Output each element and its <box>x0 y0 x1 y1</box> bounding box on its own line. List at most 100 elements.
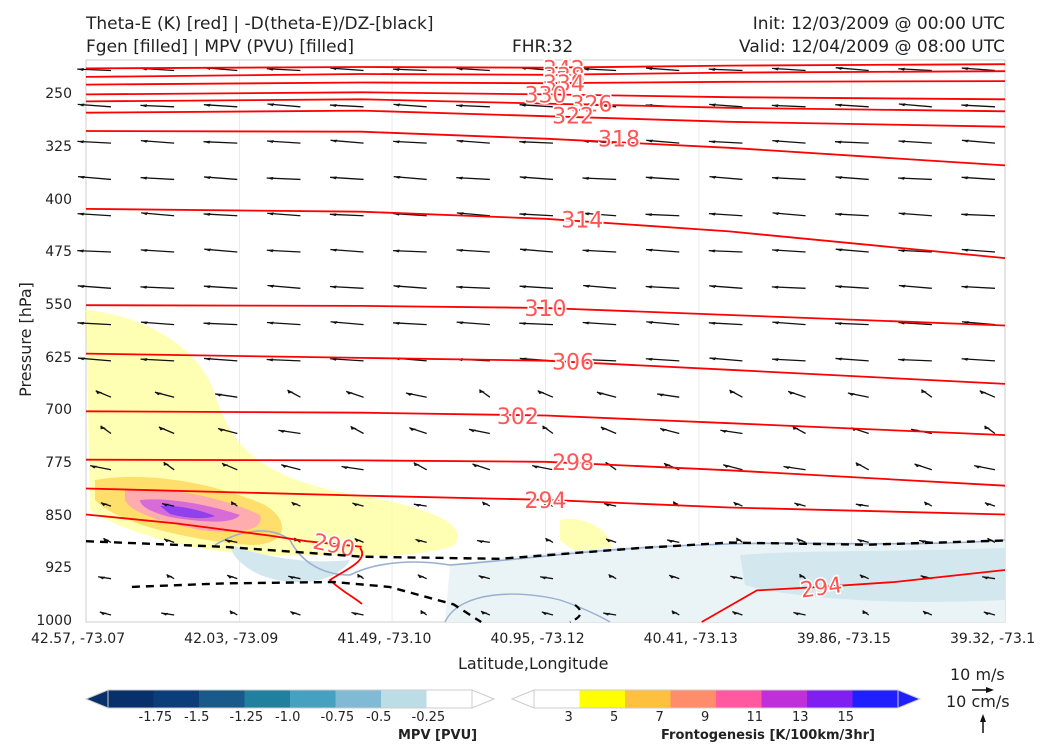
wind-vector-head <box>783 466 791 470</box>
fgencb-swatch <box>807 690 853 708</box>
wind-vector-head <box>267 212 274 216</box>
x-tick-label: 42.03, -73.09 <box>184 631 279 647</box>
wind-vector-head <box>920 575 928 579</box>
wind-vector-head <box>77 68 84 71</box>
wind-vector-head <box>660 428 667 432</box>
fgencb-swatch <box>852 690 899 708</box>
wind-vector-head <box>847 393 855 396</box>
wind-vector-head <box>281 464 289 468</box>
wind-vector-head <box>472 464 480 468</box>
wind-vector-head <box>788 391 795 395</box>
wind-vector-head <box>140 285 148 289</box>
wind-vector-head <box>350 426 357 430</box>
wind-vector-head <box>287 390 294 394</box>
wind-vector-head <box>961 357 969 361</box>
y-tick-label: 850 <box>45 507 72 524</box>
fgencb-swatch <box>716 690 762 708</box>
x-tick-label: 39.32, -73.1 <box>950 631 1036 647</box>
wind-vector-head <box>519 140 526 144</box>
wind-vector-head <box>413 504 421 507</box>
wind-vector-head <box>835 248 843 252</box>
y-tick-label: 400 <box>45 191 72 208</box>
wind-vector-head <box>203 285 211 289</box>
wind-vector-head <box>278 430 286 433</box>
wind-vector-head <box>154 392 162 396</box>
wind-vector-head <box>961 248 969 252</box>
wind-vector-head <box>203 140 211 144</box>
fgencb-swatch <box>625 690 671 708</box>
theta-e-label-338: 338 <box>543 64 585 89</box>
wind-vector-head <box>898 249 905 253</box>
mpvcb-swatch <box>426 690 473 708</box>
wind-vector-head <box>709 357 717 361</box>
wind-vector-head <box>835 285 843 289</box>
wind-vector-head <box>835 357 843 361</box>
wind-vector-head <box>77 285 85 288</box>
wind-vector-head <box>77 175 85 179</box>
colorbar-tick-label: -0.75 <box>320 710 355 725</box>
wind-vector-head <box>982 576 990 580</box>
wind-vector-head <box>392 249 400 253</box>
wind-vector-head <box>772 139 780 143</box>
wind-vector-head <box>229 610 236 615</box>
mpvcb-swatch <box>199 690 245 708</box>
wind-vector-head <box>603 503 611 507</box>
wind-vector-head <box>582 176 590 180</box>
wind-vector-head <box>77 212 85 216</box>
wind-vector-head <box>161 503 169 507</box>
colorbar-tick-label: 7 <box>655 710 664 725</box>
wind-vector-head <box>519 322 526 326</box>
wind-vector-head <box>961 139 969 143</box>
wind-vector-head <box>417 574 425 579</box>
wind-vector-head <box>898 140 906 144</box>
wind-vector-head <box>166 574 173 579</box>
wind-vector-head <box>203 322 211 326</box>
wind-vector-head <box>671 610 678 615</box>
wind-vector-head <box>540 576 548 580</box>
wind-vector-head <box>582 249 590 253</box>
wind-vector-head <box>645 285 653 289</box>
theta-e-label-334: 334 <box>543 72 585 97</box>
fgencb-extend-left <box>510 689 535 709</box>
theta-e-label-310: 310 <box>525 297 567 322</box>
wind-vector-head <box>732 611 739 615</box>
wind-vector-head <box>537 390 545 395</box>
wind-vector-head <box>772 248 779 252</box>
wind-vector-head <box>645 213 653 217</box>
wind-vector-head <box>329 104 337 108</box>
wind-vector-head <box>99 612 107 616</box>
wind-vector-head <box>95 390 103 395</box>
wind-vector-head <box>835 67 843 70</box>
wind-vector-head <box>221 463 229 467</box>
fgencb-swatch <box>761 690 808 708</box>
wind-vector-head <box>603 612 611 616</box>
wind-vector-head <box>225 539 233 543</box>
colorbar-tick-label: 3 <box>564 710 573 725</box>
colorbar-tick-label: -0.5 <box>366 710 392 725</box>
theta-e-label-318: 318 <box>598 128 640 153</box>
theta-e-contour-330 <box>85 91 1006 101</box>
y-tick-label: 700 <box>45 402 72 419</box>
wind-vector-head <box>708 212 716 216</box>
wind-vector-head <box>835 176 843 180</box>
wind-vector-head <box>984 425 990 430</box>
wind-vector-head <box>77 103 85 107</box>
wind-vector-head <box>288 576 296 580</box>
wind-vector-head <box>330 321 338 324</box>
fgencb-swatch <box>534 690 580 708</box>
wind-vector-head <box>855 504 863 507</box>
vector-reference-vertical: 10 cm/s <box>946 692 1010 711</box>
wind-vector-head <box>266 140 274 144</box>
wind-vector-head <box>733 502 740 506</box>
wind-vector-head <box>673 501 679 506</box>
wind-vector-head <box>456 212 464 216</box>
colorbar-tick-label: -1.75 <box>138 710 173 725</box>
forecast-hour: FHR:32 <box>512 37 574 57</box>
vector-reference-horizontal: 10 m/s <box>950 665 1005 684</box>
wind-vector-head <box>140 139 148 143</box>
wind-vector-head <box>346 391 353 395</box>
wind-vector-head <box>921 389 927 394</box>
wind-vector-head <box>799 574 805 578</box>
x-tick-label: 42.57, -73.07 <box>31 631 126 647</box>
theta-e-label-342: 342 <box>543 57 585 82</box>
